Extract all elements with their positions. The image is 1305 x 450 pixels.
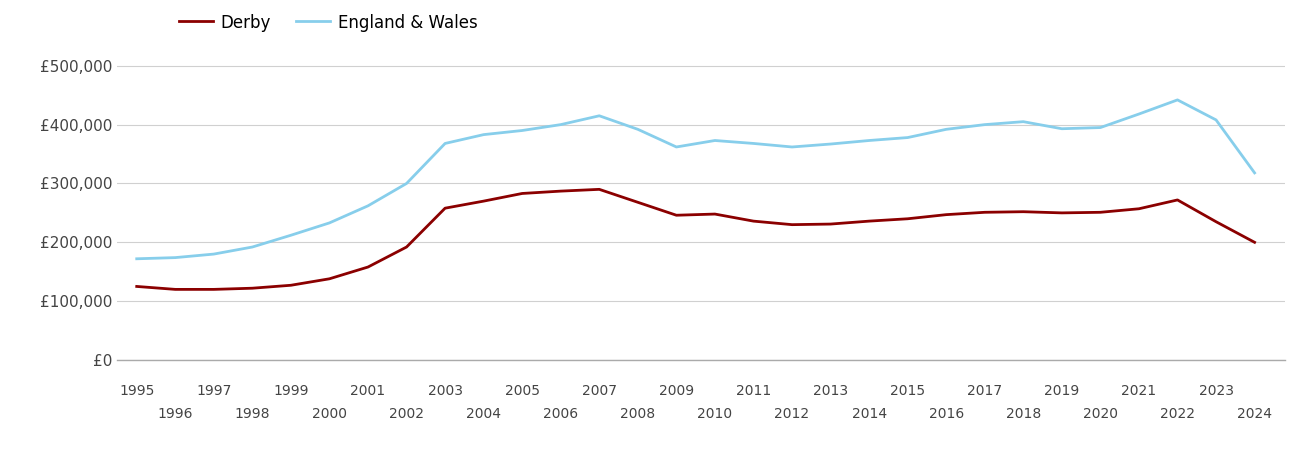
England & Wales [437,141,453,146]
Text: 1996: 1996 [158,407,193,422]
England & Wales [668,144,684,150]
Derby [1054,210,1070,216]
Text: 2012: 2012 [774,407,809,422]
Derby [1015,209,1031,214]
Derby [745,218,761,224]
Text: 2010: 2010 [697,407,732,422]
Text: 2022: 2022 [1160,407,1195,422]
England & Wales [591,113,607,118]
Derby [360,264,376,270]
Derby [1092,210,1108,215]
Text: 2021: 2021 [1121,384,1156,399]
Derby [707,212,723,217]
Text: 1999: 1999 [273,384,309,399]
Derby [668,212,684,218]
Derby [822,221,838,227]
England & Wales [399,181,415,186]
England & Wales [1054,126,1070,131]
England & Wales [861,138,877,143]
England & Wales [244,244,260,250]
England & Wales [707,138,723,143]
Text: 1998: 1998 [235,407,270,422]
Derby [553,189,569,194]
England & Wales [938,126,954,132]
Line: England & Wales: England & Wales [137,100,1254,259]
England & Wales [514,128,530,133]
England & Wales [977,122,993,127]
England & Wales [167,255,183,260]
Derby [1208,219,1224,225]
Text: 2003: 2003 [428,384,462,399]
Derby [861,218,877,224]
England & Wales [822,141,838,147]
Derby [167,287,183,292]
England & Wales [1015,119,1031,124]
Text: 2018: 2018 [1006,407,1041,422]
Text: 2019: 2019 [1044,384,1079,399]
England & Wales [129,256,145,261]
Derby [437,206,453,211]
England & Wales [553,122,569,127]
Text: 2006: 2006 [543,407,578,422]
Derby [938,212,954,217]
England & Wales [283,233,299,238]
Text: 2020: 2020 [1083,407,1118,422]
Text: 2000: 2000 [312,407,347,422]
Derby [900,216,916,221]
Text: 2017: 2017 [967,384,1002,399]
England & Wales [360,203,376,208]
England & Wales [630,126,646,132]
Derby [283,283,299,288]
Text: 2016: 2016 [929,407,964,422]
Text: 2002: 2002 [389,407,424,422]
Text: 2023: 2023 [1198,384,1233,399]
Derby [977,210,993,215]
Text: 2011: 2011 [736,384,771,399]
England & Wales [476,132,492,137]
Legend: Derby, England & Wales: Derby, England & Wales [172,7,484,39]
Derby [591,187,607,192]
Text: 2008: 2008 [620,407,655,422]
Derby [630,200,646,205]
Text: 2015: 2015 [890,384,925,399]
Derby [1169,197,1185,202]
Derby [129,284,145,289]
Derby [784,222,800,227]
Derby [244,285,260,291]
Derby [399,244,415,250]
Text: 2001: 2001 [351,384,385,399]
Derby [1131,206,1147,211]
England & Wales [1246,170,1262,176]
England & Wales [784,144,800,150]
England & Wales [1131,111,1147,117]
Text: 2005: 2005 [505,384,540,399]
England & Wales [1092,125,1108,130]
Text: 2014: 2014 [852,407,886,422]
Text: 1997: 1997 [196,384,231,399]
Text: 2013: 2013 [813,384,848,399]
England & Wales [745,141,761,146]
Derby [206,287,222,292]
Text: 1995: 1995 [119,384,154,399]
Derby [476,198,492,204]
England & Wales [900,135,916,140]
Text: 2004: 2004 [466,407,501,422]
Derby [1246,239,1262,245]
Text: 2009: 2009 [659,384,694,399]
Line: Derby: Derby [137,189,1254,289]
England & Wales [1208,117,1224,122]
England & Wales [321,220,337,225]
England & Wales [206,252,222,257]
Derby [321,276,337,282]
Text: 2007: 2007 [582,384,617,399]
Derby [514,191,530,196]
England & Wales [1169,97,1185,103]
Text: 2024: 2024 [1237,407,1272,422]
